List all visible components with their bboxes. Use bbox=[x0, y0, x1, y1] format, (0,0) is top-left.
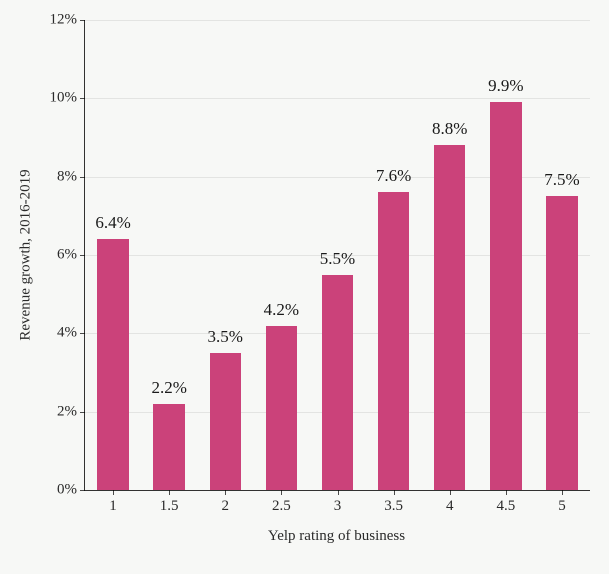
bar-value-label: 5.5% bbox=[320, 249, 355, 269]
y-tick-label: 6% bbox=[57, 247, 85, 264]
x-axis-title: Yelp rating of business bbox=[268, 528, 405, 545]
x-tick-label: 1.5 bbox=[160, 490, 179, 515]
bar-value-label: 2.2% bbox=[151, 378, 186, 398]
bar bbox=[490, 102, 521, 490]
x-tick-label: 3 bbox=[334, 490, 342, 515]
x-tick-label: 5 bbox=[558, 490, 566, 515]
bar bbox=[153, 404, 184, 490]
bar bbox=[210, 353, 241, 490]
bar bbox=[322, 275, 353, 490]
bar-value-label: 3.5% bbox=[208, 327, 243, 347]
bar bbox=[378, 192, 409, 490]
y-tick-label: 2% bbox=[57, 403, 85, 420]
bar bbox=[546, 196, 577, 490]
x-tick-label: 4.5 bbox=[496, 490, 515, 515]
bar bbox=[266, 326, 297, 491]
bar-value-label: 8.8% bbox=[432, 119, 467, 139]
x-tick-label: 2.5 bbox=[272, 490, 291, 515]
revenue-by-rating-chart: 0% 2% 4% 6% 8% 10% 12% 6.4% 1 2.2% 1.5 3.5% 2 4.2% 2.5… bbox=[0, 0, 609, 574]
bar-value-label: 7.6% bbox=[376, 166, 411, 186]
y-tick-label: 4% bbox=[57, 325, 85, 342]
bar-value-label: 9.9% bbox=[488, 76, 523, 96]
bar bbox=[434, 145, 465, 490]
y-tick-label: 0% bbox=[57, 482, 85, 499]
bar-value-label: 6.4% bbox=[95, 213, 130, 233]
y-axis-title: Revenue growth, 2016-2019 bbox=[18, 169, 35, 340]
x-tick-label: 2 bbox=[222, 490, 230, 515]
x-tick-label: 3.5 bbox=[384, 490, 403, 515]
bar-value-label: 7.5% bbox=[544, 170, 579, 190]
bar-value-label: 4.2% bbox=[264, 300, 299, 320]
gridline bbox=[85, 20, 590, 21]
y-tick-label: 12% bbox=[50, 12, 86, 29]
bar bbox=[97, 239, 128, 490]
plot-area: 0%2%4%6%8%10%12%6.4%12.2%1.53.5%24.2%2.5… bbox=[84, 20, 590, 491]
y-tick-label: 10% bbox=[50, 90, 86, 107]
x-tick-label: 4 bbox=[446, 490, 454, 515]
gridline bbox=[85, 98, 590, 99]
y-tick-label: 8% bbox=[57, 168, 85, 185]
x-tick-label: 1 bbox=[109, 490, 117, 515]
